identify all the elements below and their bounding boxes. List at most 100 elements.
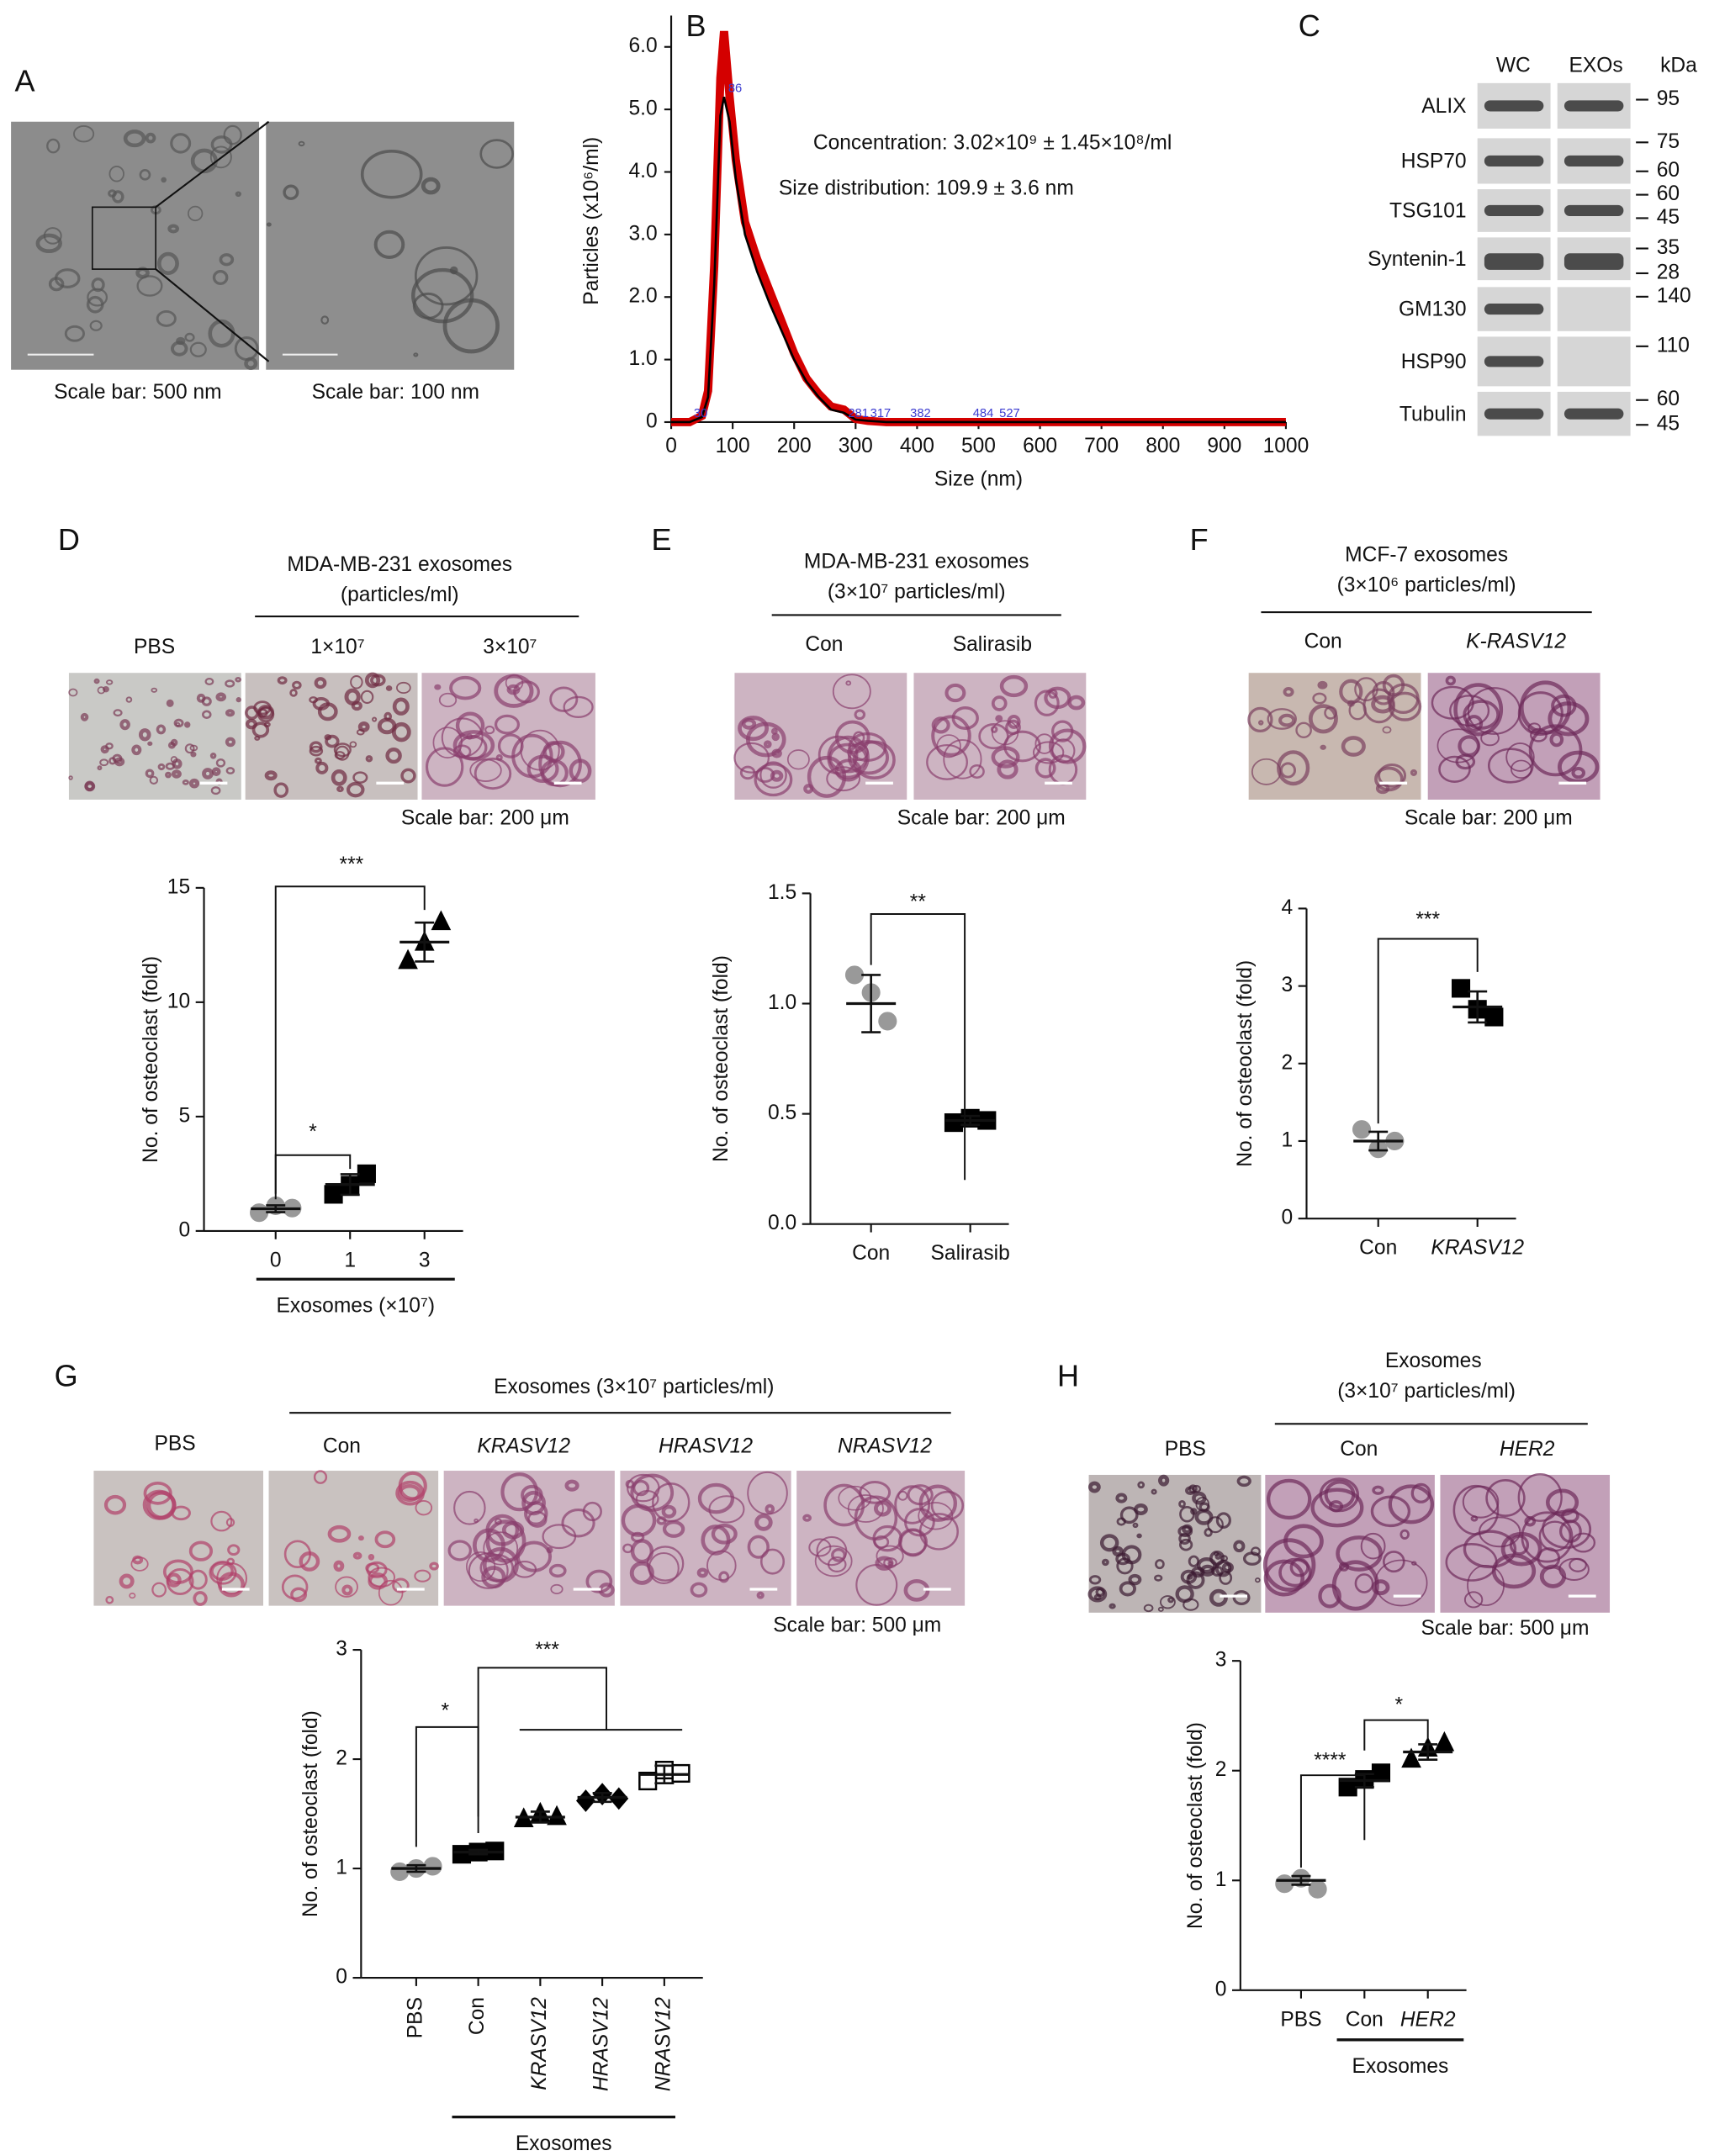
panel-letter: A: [14, 63, 34, 98]
marker-label: 95: [1657, 87, 1680, 110]
condition-label: HER2: [1500, 1438, 1555, 1461]
cell: [447, 1540, 473, 1562]
cell: [281, 1574, 309, 1600]
size-curve: [671, 30, 1286, 426]
condition-label: Con: [323, 1435, 361, 1458]
y-tick-label: 2.0: [628, 285, 657, 308]
cell: [1548, 701, 1590, 737]
cell: [1452, 1484, 1500, 1535]
cell: [309, 745, 324, 757]
cell: [202, 768, 214, 779]
cell: [1348, 700, 1367, 721]
condition-label: K-RASV12: [1466, 631, 1566, 653]
cell: [1463, 1530, 1517, 1569]
cell: [1178, 1538, 1193, 1551]
cell: [333, 742, 352, 758]
cell: [1318, 1583, 1341, 1609]
header: MDA-MB-231 exosomes: [287, 553, 512, 576]
cell: [944, 683, 966, 703]
cell: [484, 725, 495, 735]
significance: **: [910, 890, 927, 913]
row-label: ALIX: [1421, 95, 1466, 118]
cell: [990, 725, 998, 733]
cell: [351, 700, 362, 711]
point: [1434, 1731, 1455, 1752]
band: [1563, 100, 1624, 112]
cell: [538, 740, 582, 788]
cell: [335, 1576, 358, 1598]
cell: [210, 1510, 233, 1532]
header: Exosomes: [1385, 1350, 1482, 1372]
cell: [356, 728, 365, 736]
cell: [377, 717, 397, 735]
cell: [1215, 1512, 1231, 1529]
x-tick-label: 200: [777, 435, 812, 457]
cell: [483, 1531, 519, 1566]
x-tick-label: 400: [900, 435, 934, 457]
point: [1451, 979, 1471, 998]
cell: [99, 758, 109, 767]
cell: [1431, 685, 1474, 720]
cell: [289, 689, 298, 697]
cell: [189, 341, 207, 357]
cell: [513, 680, 540, 704]
cell: [171, 769, 182, 779]
cell: [1151, 1488, 1157, 1495]
cell: [170, 133, 192, 154]
cell: [1099, 1534, 1119, 1552]
cell: [991, 746, 1020, 769]
x-tick-label: Con: [1359, 1237, 1397, 1260]
y-tick-label: 4: [1281, 896, 1293, 919]
point: [431, 910, 452, 931]
y-tick-label: 3: [336, 1638, 347, 1661]
cell: [1185, 1486, 1196, 1496]
y-tick-label: 6.0: [628, 34, 657, 57]
blot-lane: [1557, 336, 1631, 387]
x-tick-label: KRASV12: [1431, 1237, 1524, 1260]
x-tick-label: NRASV12: [652, 1997, 675, 2091]
cell: [1312, 692, 1327, 705]
cell: [266, 222, 272, 227]
cell: [103, 1494, 127, 1515]
cell: [469, 758, 502, 782]
error-bar: [1368, 1130, 1389, 1152]
cell: [175, 721, 181, 727]
cell: [1437, 728, 1479, 764]
cell: [170, 756, 178, 764]
cell: [563, 695, 594, 718]
cell: [754, 763, 793, 797]
micrograph: [11, 121, 260, 370]
marker-label: 140: [1657, 284, 1691, 307]
cell: [292, 680, 302, 690]
y-tick-label: 10: [167, 990, 190, 1012]
cell: [569, 758, 592, 784]
micrograph: [268, 1471, 439, 1606]
cell: [132, 1555, 144, 1565]
cell: [208, 319, 235, 348]
point: [1308, 1879, 1327, 1899]
cell: [814, 1545, 853, 1577]
cell: [1491, 1553, 1537, 1589]
cell: [211, 767, 221, 776]
column-label: EXOs: [1569, 55, 1623, 77]
cell: [943, 739, 982, 779]
y-tick-label: 2: [1215, 1758, 1227, 1781]
cell: [1571, 766, 1586, 779]
cell: [365, 755, 373, 763]
error-bar: [960, 1114, 981, 1127]
band: [1484, 408, 1544, 420]
cell: [1007, 715, 1021, 729]
cell: [1371, 1579, 1390, 1596]
cell: [102, 686, 109, 693]
unit-label: kDa: [1660, 55, 1697, 77]
cell: [225, 679, 235, 688]
significance-bracket: [870, 913, 966, 1181]
cell: [145, 769, 155, 779]
cell: [759, 761, 787, 789]
scale-bar-label: Scale bar: 500 μm: [1421, 1617, 1589, 1640]
cell: [235, 697, 241, 703]
cell: [35, 233, 62, 254]
cell: [97, 765, 103, 771]
band: [1484, 356, 1544, 367]
cell: [899, 1529, 927, 1557]
